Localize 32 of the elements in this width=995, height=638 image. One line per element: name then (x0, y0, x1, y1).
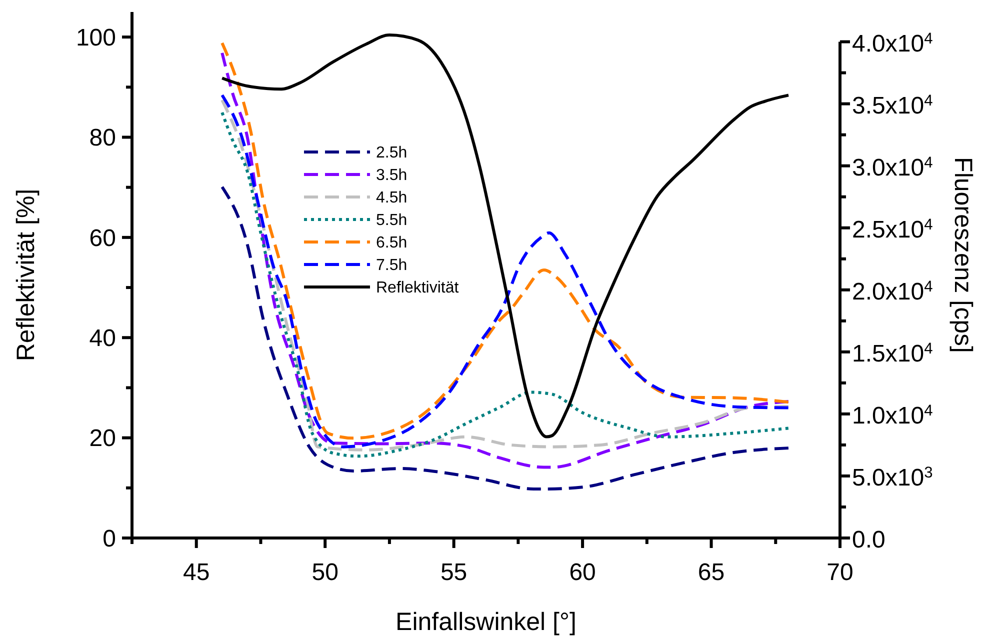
y-tick-label: 20 (89, 425, 116, 452)
y2-tick-label: 1.5x10$^{4}$ (852, 340, 934, 368)
legend-label: 6.5h (376, 234, 408, 252)
y-tick-label: 80 (89, 124, 116, 152)
y2-tick-label: 3.5x10$^{4}$ (852, 92, 934, 120)
x-tick-label: 60 (569, 559, 596, 586)
y2-tick-label: 0.0 (852, 526, 886, 554)
x-tick-label: 65 (698, 559, 725, 586)
y-tick-label: 0 (102, 525, 116, 552)
legend-label: 3.5h (376, 167, 408, 184)
y2-axis-title: Fluoreszenz [cps] (949, 157, 977, 353)
y2-tick-label: 2.5x10$^{4}$ (852, 216, 934, 244)
x-tick-label: 45 (183, 559, 210, 586)
y-tick-label: 100 (76, 24, 116, 52)
y-tick-label: 60 (89, 224, 116, 252)
x-tick-label: 55 (440, 559, 468, 586)
y-axis-title: Reflektivität [%] (12, 188, 40, 362)
x-tick-label: 70 (826, 559, 854, 586)
y2-tick-label: 3.0x10$^{4}$ (852, 154, 934, 182)
x-axis-title: Einfallswinkel [°] (396, 608, 576, 636)
y2-tick-label: 1.0x10$^{4}$ (852, 402, 934, 430)
y-tick-label: 40 (89, 325, 116, 352)
y2-tick-label: 4.0x10$^{4}$ (852, 30, 934, 58)
line-series (220, 185, 790, 490)
x-tick-label: 50 (312, 559, 338, 586)
y2-tick-label: 5.0x10$^{3}$ (852, 464, 933, 492)
legend-label: 4.5h (376, 190, 408, 207)
y2-tick-label: 2.0x10$^{4}$ (852, 278, 934, 306)
legend-label: 2.5h (376, 144, 408, 162)
legend-label: Reflektivität (376, 280, 460, 297)
legend-label: 5.5h (376, 212, 408, 230)
legend-label: 7.5h (376, 257, 408, 274)
